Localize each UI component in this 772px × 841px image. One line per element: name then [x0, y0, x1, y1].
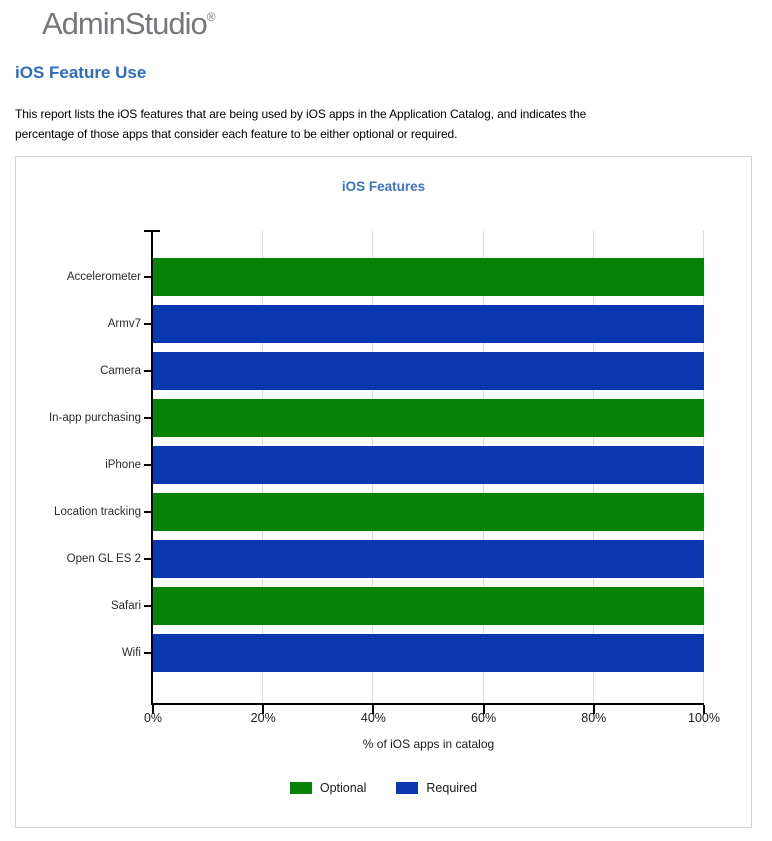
bar-iphone [153, 446, 704, 484]
bar-open-gl-es-2 [153, 540, 704, 578]
y-axis-tick [144, 464, 153, 466]
category-label-in-app-purchasing: In-app purchasing [48, 412, 141, 424]
x-tick-label-80: 80% [581, 711, 607, 725]
y-axis-tick [144, 605, 153, 607]
report-description-line-1: This report lists the iOS features that … [15, 107, 587, 121]
report-description: This report lists the iOS features that … [15, 104, 586, 144]
bar-in-app-purchasing [153, 399, 704, 437]
plot-area: % of iOS apps in catalog Accelerometer Ar… [49, 230, 720, 751]
chart-title: iOS Features [341, 179, 426, 194]
legend-item-required: Required [396, 781, 477, 795]
y-axis-tick [144, 276, 153, 278]
x-tick-label-60: 60% [471, 711, 497, 725]
category-label-wifi: Wifi [121, 647, 141, 659]
category-label-location-tracking: Location tracking [54, 506, 141, 518]
legend-item-optional: Optional [289, 781, 367, 795]
bar-accelerometer [153, 258, 704, 296]
x-axis-tick [592, 705, 595, 714]
legend-label-optional: Optional [319, 781, 367, 795]
y-axis-tick [144, 558, 153, 560]
y-axis-tick [144, 323, 153, 325]
bar-wifi [153, 634, 704, 672]
category-label-camera: Camera [100, 365, 141, 377]
x-tick-label-20: 20% [250, 711, 276, 725]
page-title: iOS Feature Use [15, 63, 147, 82]
category-label-open-gl-es-2: Open GL ES 2 [66, 553, 141, 565]
legend-swatch-required [396, 782, 419, 794]
x-tick-label-40: 40% [360, 711, 386, 725]
logo-text: AdminStudio [42, 6, 208, 41]
y-axis-tick [144, 511, 153, 513]
chart-panel: iOS Features % of iOS apps in catalog Ac… [15, 156, 752, 828]
legend-label-required: Required [426, 781, 478, 795]
x-axis-label: % of iOS apps in catalog [362, 737, 495, 751]
bar-armv7 [153, 305, 704, 343]
x-axis-tick [152, 705, 154, 714]
report-description-line-2: percentage of those apps that consider e… [15, 127, 458, 141]
x-axis-tick [262, 705, 265, 714]
legend-swatch-optional [289, 782, 312, 794]
x-tick-label-0: 0% [143, 711, 163, 725]
category-label-safari: Safari [110, 600, 141, 612]
bar-location-tracking [153, 493, 704, 531]
x-axis-tick [372, 705, 375, 714]
category-label-iphone: iPhone [105, 459, 141, 471]
x-axis-tick [703, 705, 705, 714]
y-axis-tick [144, 417, 153, 419]
legend: Optional Required [16, 781, 751, 795]
x-axis-tick [482, 705, 485, 714]
bar-camera [153, 352, 704, 390]
y-axis-tick [144, 370, 153, 372]
category-label-armv7: Armv7 [107, 318, 141, 330]
x-tick-label-100: 100% [688, 711, 720, 725]
y-axis-top-tick [144, 230, 160, 232]
registered-trademark-symbol: ® [206, 10, 216, 24]
category-label-accelerometer: Accelerometer [66, 271, 141, 283]
adminstudio-logo: AdminStudio® [42, 6, 216, 42]
bar-safari [153, 587, 704, 625]
y-axis-tick [144, 652, 153, 654]
